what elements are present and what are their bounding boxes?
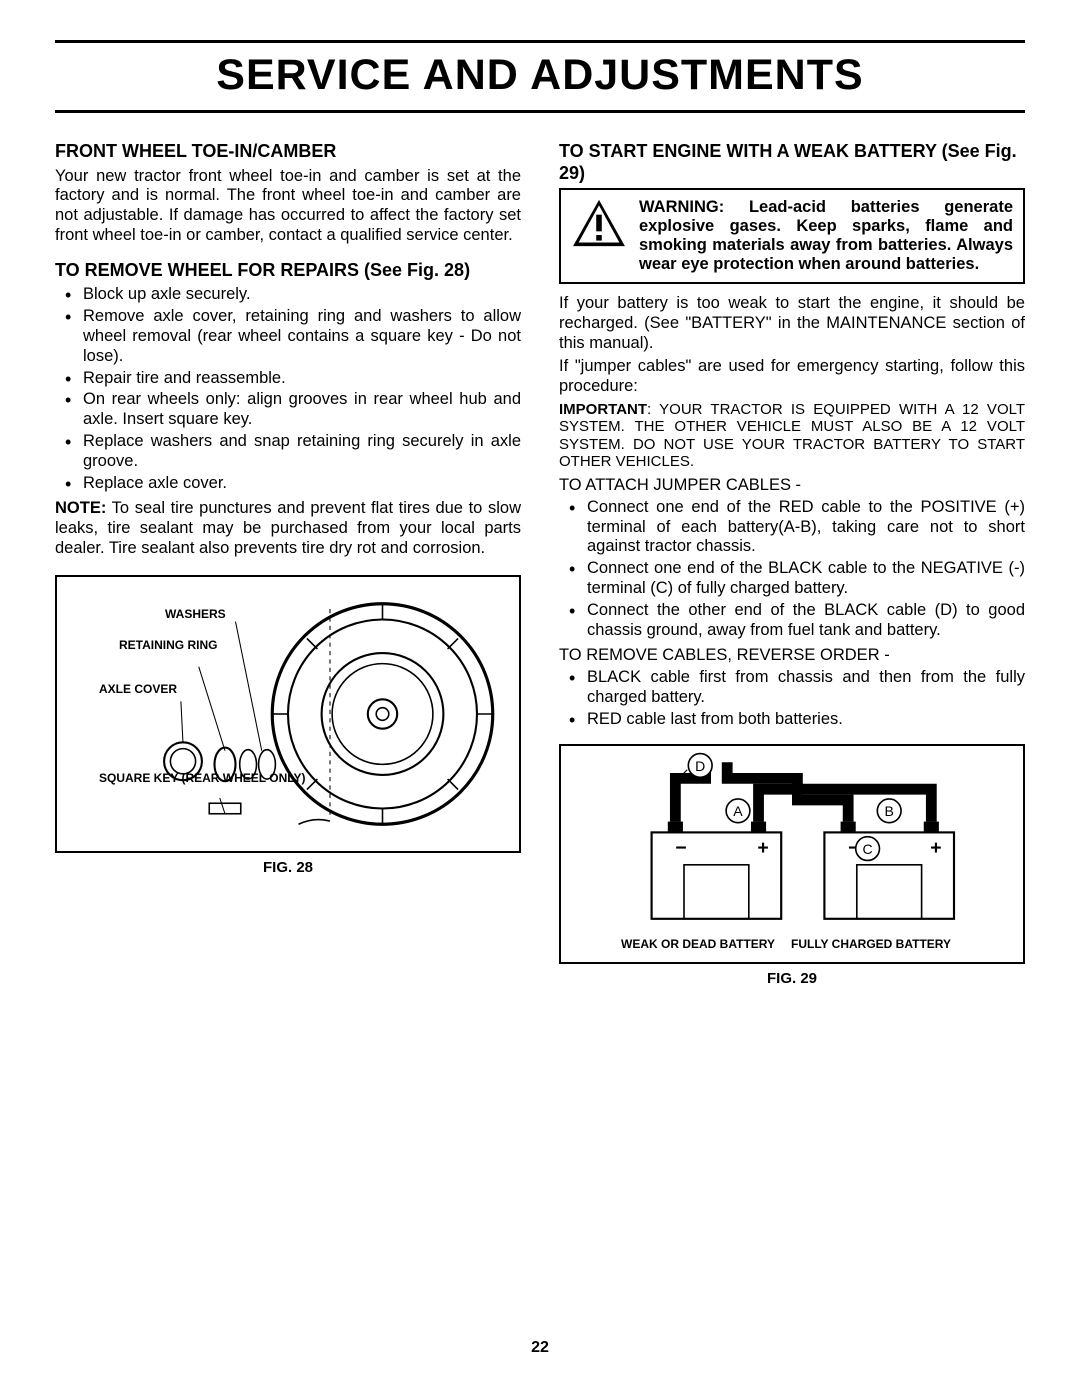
- battery-diagram: − + − + A B C D: [561, 746, 1023, 962]
- warning-text: WARNING: Lead-acid batteries generate ex…: [639, 198, 1013, 274]
- label-weak-battery: WEAK OR DEAD BATTERY: [621, 938, 775, 951]
- two-column-layout: FRONT WHEEL TOE-IN/CAMBER Your new tract…: [55, 141, 1025, 988]
- list-item: Connect one end of the RED cable to the …: [587, 498, 1025, 557]
- note-body: To seal tire punctures and prevent flat …: [55, 499, 521, 557]
- svg-text:C: C: [863, 841, 873, 857]
- svg-text:−: −: [675, 837, 686, 859]
- warning-box: WARNING: Lead-acid batteries generate ex…: [559, 188, 1025, 284]
- svg-text:D: D: [695, 757, 705, 773]
- heading-remove: TO REMOVE CABLES, REVERSE ORDER -: [559, 646, 1025, 666]
- rule-top: [55, 40, 1025, 43]
- list-item: BLACK cable first from chassis and then …: [587, 668, 1025, 708]
- list-item: Replace washers and snap retaining ring …: [83, 432, 521, 472]
- figure-28-caption: FIG. 28: [55, 859, 521, 877]
- list-item: Block up axle securely.: [83, 285, 521, 305]
- heading-remove-wheel: TO REMOVE WHEEL FOR REPAIRS (See Fig. 28…: [55, 260, 521, 282]
- important-label: IMPORTANT: [559, 401, 647, 418]
- warning-triangle-icon: [571, 198, 627, 248]
- bullet-list-remove: BLACK cable first from chassis and then …: [559, 668, 1025, 729]
- heading-toe-in: FRONT WHEEL TOE-IN/CAMBER: [55, 141, 521, 163]
- figure-29-caption: FIG. 29: [559, 970, 1025, 988]
- figure-28-box: WASHERS RETAINING RING AXLE COVER SQUARE…: [55, 575, 521, 853]
- bullet-list-wheel: Block up axle securely. Remove axle cove…: [55, 285, 521, 493]
- page-number: 22: [0, 1339, 1080, 1357]
- list-item: Connect the other end of the BLACK cable…: [587, 601, 1025, 641]
- bullet-list-attach: Connect one end of the RED cable to the …: [559, 498, 1025, 641]
- list-item: Replace axle cover.: [83, 474, 521, 494]
- list-item: Remove axle cover, retaining ring and wa…: [83, 307, 521, 366]
- heading-attach: TO ATTACH JUMPER CABLES -: [559, 476, 1025, 496]
- list-item: RED cable last from both batteries.: [587, 710, 1025, 730]
- label-full-battery: FULLY CHARGED BATTERY: [791, 938, 951, 951]
- svg-text:+: +: [757, 837, 768, 859]
- note-label: NOTE:: [55, 499, 106, 517]
- paragraph-toe-in: Your new tractor front wheel toe-in and …: [55, 167, 521, 246]
- important-text: IMPORTANT: YOUR TRACTOR IS EQUIPPED WITH…: [559, 401, 1025, 470]
- svg-text:B: B: [885, 803, 894, 819]
- list-item: Connect one end of the BLACK cable to th…: [587, 559, 1025, 599]
- rule-bottom: [55, 110, 1025, 113]
- heading-weak-battery: TO START ENGINE WITH A WEAK BATTERY (See…: [559, 141, 1025, 184]
- page-title: SERVICE AND ADJUSTMENTS: [55, 51, 1025, 100]
- warning-label: WARNING: [639, 198, 719, 216]
- svg-text:A: A: [733, 803, 743, 819]
- list-item: Repair tire and reassemble.: [83, 369, 521, 389]
- note-text: NOTE: To seal tire punctures and prevent…: [55, 499, 521, 558]
- paragraph-jumper: If "jumper cables" are used for emergenc…: [559, 357, 1025, 397]
- paragraph-recharge: If your battery is too weak to start the…: [559, 294, 1025, 353]
- right-column: TO START ENGINE WITH A WEAK BATTERY (See…: [559, 141, 1025, 988]
- left-column: FRONT WHEEL TOE-IN/CAMBER Your new tract…: [55, 141, 521, 988]
- list-item: On rear wheels only: align grooves in re…: [83, 390, 521, 430]
- wheel-diagram: [57, 577, 519, 851]
- figure-29-box: − + − + A B C D WEAK OR DEAD BAT: [559, 744, 1025, 964]
- svg-text:+: +: [930, 837, 941, 859]
